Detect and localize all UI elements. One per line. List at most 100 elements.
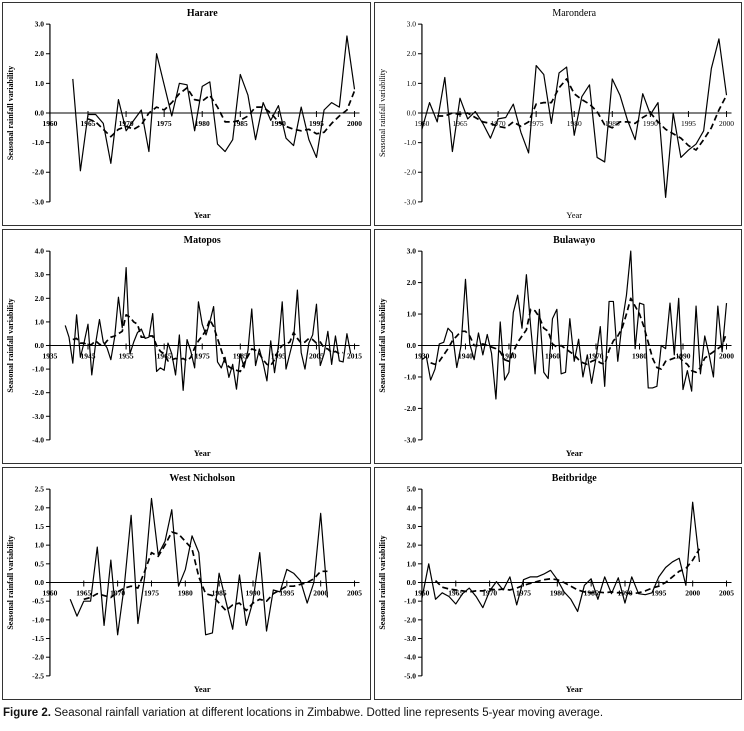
chart-title: Beitbridge xyxy=(551,473,596,484)
y-tick-label: 0.0 xyxy=(35,578,45,587)
x-axis-label: Year xyxy=(194,448,211,458)
x-tick-label: 1970 xyxy=(119,119,134,128)
y-axis-label: Seasonal rainfall variability xyxy=(6,66,15,160)
series-annual xyxy=(421,250,727,400)
x-axis-label: Year xyxy=(565,684,582,694)
x-tick-label: 1985 xyxy=(212,588,227,597)
y-tick-label: 1.0 xyxy=(406,79,416,88)
y-tick-label: 3.0 xyxy=(406,247,416,256)
x-axis-label: Year xyxy=(566,210,582,220)
series-moving-average xyxy=(434,548,700,595)
figure-caption: Figure 2. Seasonal rainfall variation at… xyxy=(3,706,741,721)
y-tick-label: 1.5 xyxy=(35,522,45,531)
series-moving-average xyxy=(429,297,727,374)
x-tick-label: 1930 xyxy=(414,351,429,360)
x-tick-label: 1935 xyxy=(42,351,57,360)
y-axis-label: Seasonal rainfall variability xyxy=(377,298,386,392)
y-tick-label: 0.0 xyxy=(406,108,416,117)
y-tick-label: 4.0 xyxy=(35,247,45,256)
y-tick-label: 1.0 xyxy=(35,79,45,88)
x-tick-label: 1980 xyxy=(566,119,581,128)
x-tick-label: 2000 xyxy=(347,119,362,128)
y-tick-label: -3.0 xyxy=(32,412,44,421)
y-tick-label: -2.5 xyxy=(32,671,44,680)
x-axis-label: Year xyxy=(194,684,211,694)
x-tick-label: 1985 xyxy=(233,119,248,128)
y-tick-label: 0.5 xyxy=(35,559,45,568)
x-tick-label: 1940 xyxy=(457,351,472,360)
y-tick-label: -5.0 xyxy=(404,671,416,680)
x-tick-label: 1965 xyxy=(76,588,91,597)
x-tick-label: 1970 xyxy=(490,119,505,128)
x-tick-label: 1965 xyxy=(81,119,96,128)
x-tick-label: 1980 xyxy=(632,351,647,360)
charts-grid: -3.0 -2.0 -1.0 0.0 1.0 2.0 3.0 1960 1965 1970 1975… xyxy=(2,2,742,700)
x-tick-label: 2000 xyxy=(685,588,700,597)
y-tick-label: -3.0 xyxy=(404,435,416,444)
x-tick-label: 1975 xyxy=(157,119,172,128)
series-annual xyxy=(72,35,356,172)
x-tick-label: 1995 xyxy=(271,351,286,360)
x-tick-label: 1960 xyxy=(42,119,57,128)
y-tick-label: 1.0 xyxy=(406,310,416,319)
x-tick-label: 1960 xyxy=(545,351,560,360)
x-tick-label: 1990 xyxy=(271,119,286,128)
chart-panel-bulawayo: -3.0 -2.0 -1.0 0.0 1.0 2.0 3.0 1930 1940 1950 1960… xyxy=(373,229,742,464)
y-tick-label: -2.0 xyxy=(32,388,44,397)
figure-caption-text: Seasonal rainfall variation at different… xyxy=(50,707,604,719)
x-tick-label: 1970 xyxy=(482,588,497,597)
chart-title: Marondera xyxy=(552,8,596,19)
y-tick-label: 1.0 xyxy=(35,541,45,550)
y-tick-label: -1.0 xyxy=(404,138,416,147)
y-tick-label: -2.0 xyxy=(404,168,416,177)
x-tick-label: 1980 xyxy=(178,588,193,597)
series-moving-average xyxy=(87,86,356,138)
x-tick-label: 1995 xyxy=(680,119,695,128)
chart-title: Harare xyxy=(187,8,218,19)
x-tick-label: 2015 xyxy=(347,351,362,360)
x-tick-label: 1960 xyxy=(414,119,429,128)
chart-panel-harare: -3.0 -2.0 -1.0 0.0 1.0 2.0 3.0 1960 1965 1970 1975… xyxy=(2,2,371,226)
chart-bulawayo: -3.0 -2.0 -1.0 0.0 1.0 2.0 3.0 1930 1940 1950 1960… xyxy=(377,235,733,458)
series-moving-average xyxy=(72,313,344,373)
x-tick-label: 1975 xyxy=(195,351,210,360)
x-tick-label: 1995 xyxy=(309,119,324,128)
x-tick-label: 1960 xyxy=(414,588,429,597)
x-tick-label: 1990 xyxy=(675,351,690,360)
y-axis-label: Seasonal rainfall variability xyxy=(6,535,15,629)
y-tick-label: 0.0 xyxy=(35,341,45,350)
y-tick-label: -3.0 xyxy=(32,197,44,206)
x-tick-label: 1995 xyxy=(651,588,666,597)
y-tick-label: -0.5 xyxy=(32,597,44,606)
x-tick-label: 1975 xyxy=(144,588,159,597)
y-tick-label: 2.0 xyxy=(35,503,45,512)
x-tick-label: 2000 xyxy=(719,119,734,128)
x-tick-label: 1955 xyxy=(119,351,134,360)
y-tick-label: 0.0 xyxy=(406,341,416,350)
x-tick-label: 1975 xyxy=(515,588,530,597)
y-tick-label: -2.0 xyxy=(32,168,44,177)
x-tick-label: 1990 xyxy=(642,119,657,128)
y-tick-label: -1.0 xyxy=(404,372,416,381)
y-tick-label: 3.0 xyxy=(406,522,416,531)
x-tick-label: 1945 xyxy=(81,351,96,360)
chart-title: Matopos xyxy=(184,235,221,246)
y-tick-label: -3.0 xyxy=(404,634,416,643)
x-tick-label: 1985 xyxy=(604,119,619,128)
y-tick-label: 3.0 xyxy=(406,20,416,29)
chart-beitbridge: -5.0 -4.0 -3.0 -2.0 -1.0 0.0 1.0 2.0 3.0 4.0 5.0 19… xyxy=(377,473,734,694)
x-tick-label: 2000 xyxy=(313,588,328,597)
y-axis-label: Seasonal rainfall variability xyxy=(6,298,15,392)
chart-marondera: -3.0 -2.0 -1.0 0.0 1.0 2.0 3.0 1960 1965 1970 1975… xyxy=(377,8,734,220)
y-tick-label: 2.0 xyxy=(406,278,416,287)
y-tick-label: 0.0 xyxy=(406,578,416,587)
y-tick-label: -2.0 xyxy=(404,404,416,413)
y-tick-label: -4.0 xyxy=(404,653,416,662)
series-annual xyxy=(420,501,700,613)
y-tick-label: -1.0 xyxy=(32,615,44,624)
x-tick-label: 2005 xyxy=(347,588,362,597)
x-tick-label: 1960 xyxy=(42,588,57,597)
chart-harare: -3.0 -2.0 -1.0 0.0 1.0 2.0 3.0 1960 1965 1970 1975… xyxy=(6,8,362,220)
x-tick-label: 2005 xyxy=(719,588,734,597)
